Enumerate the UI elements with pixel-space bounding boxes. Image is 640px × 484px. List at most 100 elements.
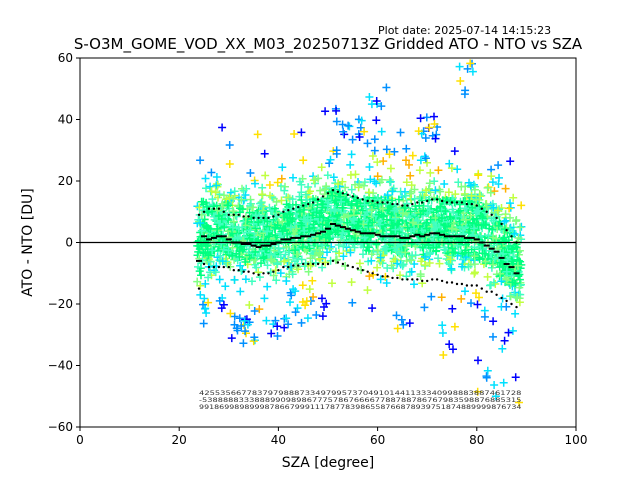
- scatter-point: [387, 261, 396, 270]
- median-marker: [463, 236, 470, 239]
- count-row-1: 4255356677837979888733497995737049101441…: [199, 390, 522, 397]
- x-axis-label: SZA [degree]: [282, 455, 375, 471]
- scatter-point: [467, 299, 475, 308]
- scatter-point: [314, 214, 322, 223]
- spread-marker: [440, 279, 444, 283]
- scatter-point: [511, 309, 520, 318]
- scatter-point: [282, 314, 291, 323]
- scatter-point: [416, 272, 425, 281]
- scatter-point: [241, 327, 250, 336]
- scatter-point: [298, 243, 307, 251]
- scatter-point: [255, 273, 264, 282]
- scatter-point: [372, 239, 381, 248]
- scatter-point: [425, 248, 434, 257]
- median-marker: [295, 236, 302, 239]
- median-marker: [344, 227, 351, 230]
- scatter-point: [430, 112, 438, 121]
- scatter-point: [372, 116, 381, 125]
- scatter-point: [425, 123, 434, 132]
- scatter-point: [288, 215, 297, 224]
- scatter-point: [461, 204, 469, 213]
- scatter-point: [467, 192, 476, 200]
- scatter-point: [286, 298, 294, 307]
- scatter-point: [513, 293, 522, 301]
- scatter-point: [230, 320, 239, 329]
- scatter-point: [445, 159, 454, 168]
- scatter-point: [360, 233, 369, 242]
- scatter-point: [312, 208, 321, 217]
- scatter-point: [510, 229, 519, 238]
- scatter-point: [311, 258, 320, 267]
- median-marker: [349, 229, 356, 232]
- spread-marker: [311, 201, 315, 204]
- scatter-point: [402, 178, 411, 187]
- scatter-point: [430, 120, 439, 128]
- spread-marker: [416, 201, 419, 204]
- spread-marker: [297, 264, 300, 267]
- scatter-point: [360, 178, 369, 187]
- median-marker: [201, 235, 207, 238]
- scatter-point: [225, 160, 234, 168]
- median-marker: [498, 256, 505, 259]
- scatter-point: [494, 161, 503, 170]
- scatter-point: [451, 190, 460, 199]
- spread-marker: [282, 265, 285, 269]
- spread-marker: [326, 192, 330, 195]
- scatter-point: [265, 203, 274, 212]
- scatter-point: [347, 185, 356, 194]
- scatter-point: [335, 249, 344, 258]
- spread-marker: [336, 190, 340, 193]
- scatter-point: [397, 315, 406, 324]
- scatter-point: [224, 201, 232, 210]
- spread-marker: [465, 202, 469, 206]
- scatter-point: [508, 257, 517, 266]
- scatter-point: [272, 197, 281, 206]
- median-marker: [409, 235, 416, 238]
- scatter-point: [196, 219, 205, 227]
- scatter-point: [344, 121, 353, 130]
- scatter-point: [302, 297, 311, 306]
- scatter-point: [466, 59, 475, 68]
- scatter-point: [287, 223, 295, 232]
- scatter-point: [326, 234, 334, 243]
- spread-marker: [510, 235, 513, 238]
- spread-marker: [207, 207, 211, 210]
- scatter-point: [210, 215, 219, 224]
- scatter-point: [202, 309, 211, 317]
- spread-marker: [386, 275, 389, 278]
- scatter-point: [386, 178, 394, 187]
- scatter-point: [213, 224, 222, 233]
- scatter-point: [273, 332, 282, 340]
- scatter-point: [500, 336, 509, 345]
- scatter-point: [257, 259, 265, 268]
- scatter-point: [334, 210, 343, 219]
- scatter-point: [300, 226, 309, 235]
- scatter-point: [201, 248, 210, 257]
- scatter-point: [318, 203, 327, 212]
- scatter-point: [470, 252, 479, 261]
- scatter-point: [407, 240, 416, 248]
- scatter-point: [276, 253, 285, 262]
- scatter-point: [494, 221, 503, 230]
- scatter-point: [408, 151, 417, 160]
- scatter-point: [293, 304, 302, 313]
- scatter-point: [238, 184, 246, 193]
- spread-marker: [287, 209, 290, 212]
- scatter-point: [398, 261, 407, 270]
- scatter-point: [293, 250, 301, 259]
- scatter-point: [363, 286, 372, 295]
- scatter-point: [508, 326, 517, 335]
- x-tick-label: 40: [271, 433, 286, 447]
- scatter-point: [366, 175, 375, 184]
- scatter-point: [249, 219, 258, 228]
- scatter-point: [282, 277, 291, 285]
- scatter-point: [365, 93, 374, 101]
- scatter-point: [484, 231, 493, 240]
- x-tick-label: 20: [172, 433, 187, 447]
- scatter-point: [348, 298, 357, 307]
- scatter-point: [480, 312, 489, 321]
- spread-marker: [292, 264, 295, 267]
- scatter-point: [484, 183, 493, 192]
- scatter-point: [318, 263, 327, 272]
